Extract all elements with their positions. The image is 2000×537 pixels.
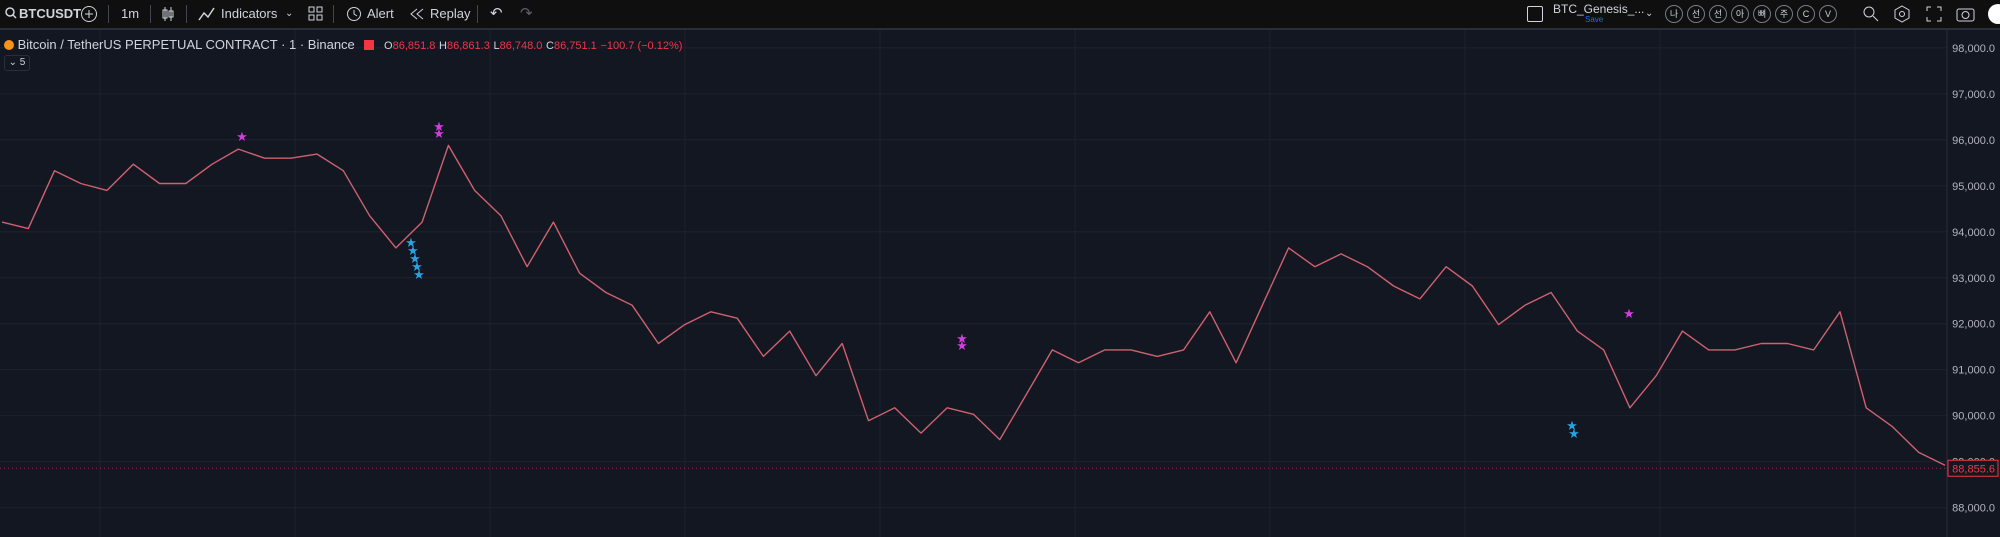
templates-button[interactable]	[308, 6, 324, 22]
zoom-button[interactable]	[1862, 5, 1880, 23]
quick-button[interactable]: 선	[1687, 5, 1705, 23]
price-tick-label: 91,000.0	[1952, 365, 1995, 377]
buy-signal: ★	[411, 259, 423, 274]
price-tick-label: 93,000.0	[1952, 273, 1995, 285]
layout-dropdown[interactable]: ⌄	[1645, 8, 1654, 19]
open-value: 86,851.8	[392, 40, 436, 52]
add-symbol[interactable]	[80, 5, 98, 23]
close-label: C	[546, 40, 554, 52]
buy-signal: ★	[409, 251, 421, 266]
separator	[186, 5, 187, 23]
sell-signal: ★	[433, 119, 445, 134]
collapsed-count: 5	[19, 57, 26, 68]
replay-icon	[410, 8, 424, 20]
buy-signal: ★	[413, 267, 425, 282]
profile-avatar[interactable]	[1988, 4, 2000, 24]
sell-signal: ★	[236, 129, 248, 144]
price-tick-label: 94,000.0	[1952, 227, 1995, 239]
price-tick-label: 88,000.0	[1952, 503, 1995, 515]
close-value: 86,751.1	[553, 40, 597, 52]
interval-button[interactable]: 1m	[121, 6, 140, 21]
vertical-grid	[99, 30, 1856, 537]
indicator-collapse[interactable]: ⌄ 5	[4, 55, 30, 71]
open-label: O	[384, 40, 393, 52]
last-price-label: 88,855.6	[1952, 463, 1995, 475]
indicators-icon	[198, 7, 215, 21]
layout-icon[interactable]	[1527, 6, 1543, 22]
redo-button[interactable]: ↷	[520, 5, 533, 22]
sell-signal: ★	[1623, 306, 1635, 321]
indicators-dropdown[interactable]: ⌄	[285, 8, 294, 19]
high-label: H	[439, 40, 447, 52]
legend-title: Bitcoin / TetherUS PERPETUAL CONTRACT · …	[17, 37, 355, 52]
symbol-logo	[4, 40, 14, 50]
low-value: 86,748.0	[499, 40, 543, 52]
quick-button[interactable]: 선	[1709, 5, 1727, 23]
separator	[150, 5, 151, 23]
quick-button[interactable]: C	[1797, 5, 1815, 23]
price-tick-label: 98,000.0	[1952, 43, 1995, 55]
snapshot-button[interactable]	[1956, 5, 1976, 23]
buy-signal: ★	[1566, 418, 1578, 433]
chart-background	[0, 30, 2000, 537]
high-value: 86,861.3	[447, 40, 490, 52]
price-tick-label: 95,000.0	[1952, 181, 1995, 193]
buy-signal: ★	[407, 243, 419, 258]
chart-type-button[interactable]	[160, 5, 176, 23]
quick-button[interactable]: 주	[1775, 5, 1793, 23]
separator	[333, 5, 334, 23]
buy-signal: ★	[405, 235, 417, 250]
quick-button[interactable]: 뼈	[1753, 5, 1771, 23]
low-label: L	[493, 40, 500, 52]
quick-button[interactable]: 나	[1665, 5, 1683, 23]
sell-signal: ★	[956, 338, 968, 353]
sell-signal: ★	[433, 126, 445, 141]
replay-button[interactable]: Replay	[430, 6, 471, 21]
quick-button[interactable]: 아	[1731, 5, 1749, 23]
toolbar: BTCUSDT 1m Indicators ⌄ Alert Replay ↶ ↷…	[0, 0, 2000, 30]
separator	[477, 5, 478, 23]
change-value: −100.7 (−0.12%)	[600, 40, 683, 52]
settings-button[interactable]	[1893, 5, 1911, 23]
search-icon	[5, 7, 17, 19]
price-tick-label: 90,000.0	[1952, 411, 1995, 423]
sell-signal: ★	[956, 331, 968, 346]
alert-icon	[347, 7, 361, 21]
fullscreen-button[interactable]	[1925, 5, 1943, 23]
price-tick-label: 96,000.0	[1952, 135, 1995, 147]
flag-icon[interactable]	[364, 40, 375, 50]
price-tick-label: 92,000.0	[1952, 319, 1995, 331]
chart: ★ ★ ★ ★ ★ ★ ★ ★ ★ ★ ★ ★ ★ 88,000.089,000…	[0, 30, 2000, 537]
legend: Bitcoin / TetherUS PERPETUAL CONTRACT · …	[4, 37, 682, 71]
indicators-button[interactable]: Indicators	[221, 6, 278, 21]
last-price-box	[1947, 459, 1999, 477]
symbol-button[interactable]: BTCUSDT	[19, 6, 82, 21]
price-tick-label: 97,000.0	[1952, 89, 1995, 101]
signal-markers: ★ ★ ★ ★ ★ ★ ★ ★ ★ ★ ★ ★ ★	[236, 119, 1635, 441]
buy-signal: ★	[1568, 426, 1580, 441]
quick-button[interactable]: V	[1819, 5, 1837, 23]
save-label[interactable]: Save	[1585, 15, 1604, 24]
layout-name[interactable]: BTC_Genesis_...	[1553, 2, 1645, 16]
alert-button[interactable]: Alert	[367, 6, 394, 21]
separator	[108, 5, 109, 23]
price-line	[1, 144, 1946, 466]
undo-button[interactable]: ↶	[490, 5, 503, 22]
